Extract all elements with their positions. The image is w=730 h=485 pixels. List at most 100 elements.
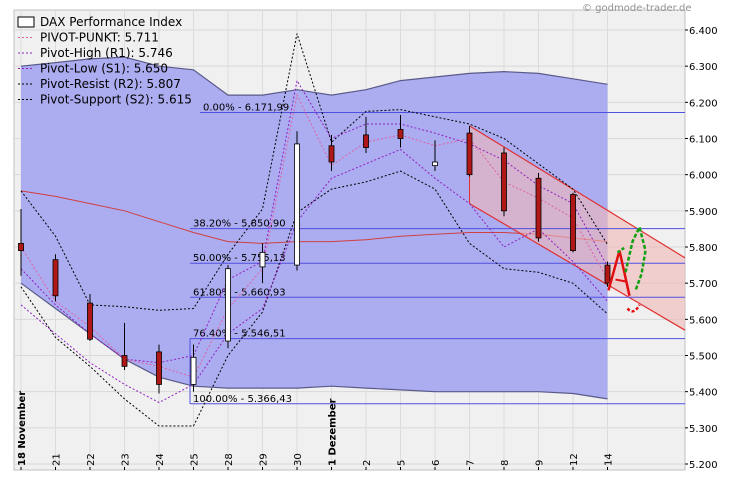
y-tick-label: 6.100 [689,135,718,146]
candle [432,140,438,172]
x-tick-label: 7 [466,460,477,466]
x-tick-label: 29 [259,453,270,466]
candle-body [156,351,162,385]
x-tick-label: 8 [500,460,511,466]
red-arrow-tail [626,304,641,313]
y-tick-label: 5.200 [689,460,718,471]
legend-label: Pivot-Low (S1): 5.650 [40,62,168,76]
y-tick-label: 5.500 [689,352,718,363]
watermark-text: © godmode-trader.de [582,3,692,14]
fib-label: 61.80% - 5.660,93 [193,287,286,298]
y-tick-label: 5.600 [689,315,718,326]
x-tick-label: 9 [535,460,546,466]
pivot-s2-line [20,170,608,427]
fib-label: 0.00% - 6.171,99 [203,102,289,113]
channel-area [469,125,685,331]
y-tick-label: 6.000 [689,171,718,182]
candle [225,265,231,349]
candle [466,125,473,177]
fib-label: 76.40% - 5.546,51 [193,329,286,340]
x-tick-label: 24 [155,453,166,466]
y-tick-label: 5.800 [689,243,718,254]
fib-label: 38.20% - 5.850,90 [193,219,286,230]
x-tick-label: 12 [569,453,580,466]
candle-body [52,259,59,297]
legend-swatch-box [17,16,35,28]
candle [259,243,266,284]
candle [294,131,300,271]
x-tick-label: 14 [604,453,615,466]
green-arrow-bar [616,245,627,254]
x-tick-label: 5 [397,460,408,466]
candle-body [18,242,24,252]
channel-upper-line [469,125,686,259]
candle-body [604,264,611,284]
y-tick-label: 6.400 [689,26,718,37]
candle [190,344,197,392]
x-tick-label: 6 [431,460,442,466]
candle-body [259,252,266,268]
fib-label: 100.00% - 5.366,43 [193,394,292,405]
candle-body [535,177,542,239]
candle [121,322,128,370]
x-tick-label: 22 [86,453,97,466]
legend-label: Pivot-Support (S2): 5.615 [40,93,192,107]
x-tick-label: 18 November [17,391,28,466]
y-axis: 6.400 6.300 6.200 6.100 6.000 5.900 5.800 5.700… [685,26,718,471]
fib-label: 50.00% - 5.755,13 [193,253,286,264]
candle [570,192,576,253]
candle-body [466,132,473,176]
band-upper-line [20,56,608,96]
candle-body [570,194,576,252]
x-tick-label: 30 [293,453,304,466]
x-tick-label: 25 [190,453,201,466]
moving-average-line [20,190,608,244]
x-tick-label: 1 Dezember [328,399,339,466]
y-tick-label: 5.400 [689,388,718,399]
y-tick-label: 5.700 [689,279,718,290]
candle-body [397,129,404,139]
legend-label: PIVOT-PUNKT: 5.711 [40,31,159,45]
candles [18,114,611,394]
candle [156,344,162,394]
y-tick-label: 6.200 [689,98,718,109]
legend-label: DAX Performance Index [40,15,182,29]
candle [328,134,335,172]
candle [501,147,507,217]
x-tick-label: 28 [224,453,235,466]
candle [535,172,542,242]
pivot-s1-line [20,148,608,404]
fib-levels: 0.00% - 6.171,99 38.20% - 5.850,90 50.00% … [190,102,685,405]
x-tick-label: 2 [362,460,373,466]
pivot-point-line [20,93,608,378]
candle [52,254,59,302]
candle [604,261,611,287]
y-tick-label: 6.300 [689,62,718,73]
candle-body [121,355,128,367]
legend-label: Pivot-Resist (R2): 5.807 [40,77,181,91]
candle [18,209,24,276]
candle [363,116,369,153]
candle [87,294,93,342]
candle-body [432,161,438,167]
x-tick-label: 23 [121,453,132,466]
candle-body [190,356,197,385]
legend-label: Pivot-High (R1): 5.746 [40,46,173,60]
candle-body [87,302,93,340]
candle-body [501,152,507,212]
band-lower-line [20,282,608,400]
candle-body [328,145,335,163]
red-arrow-bar [615,278,626,283]
y-tick-label: 5.900 [689,207,718,218]
x-axis: 18 November 21 22 23 24 25 28 29 30 1 Dezember 2 5 6… [17,391,615,470]
candle-body [363,134,369,148]
candle-body [294,143,300,266]
x-tick-label: 21 [52,453,63,466]
green-arrow-mark [624,223,647,291]
band-area [21,57,608,399]
candle-body [225,268,231,342]
y-tick-label: 5.300 [689,424,718,435]
